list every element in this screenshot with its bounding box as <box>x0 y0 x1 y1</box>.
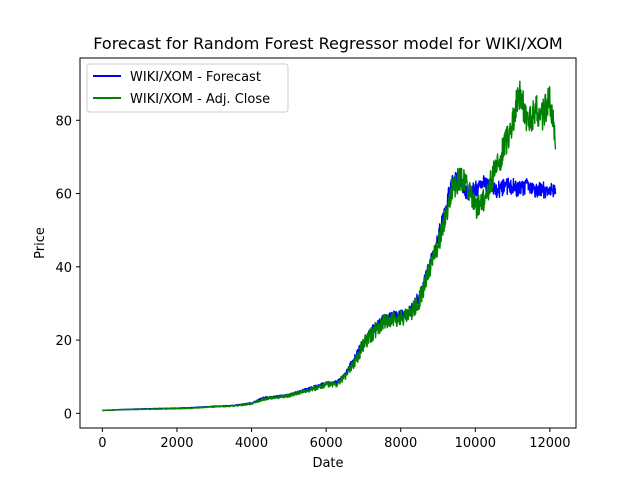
y-axis-label: Price <box>33 227 48 259</box>
x-tick-label: 4000 <box>235 436 268 451</box>
plot-area <box>101 80 557 412</box>
x-tick-label: 8000 <box>384 436 417 451</box>
y-axis: 0 20 40 60 80 <box>55 114 80 422</box>
x-tick-label: 10000 <box>455 436 496 451</box>
legend-label-forecast: WIKI/XOM - Forecast <box>130 70 261 85</box>
y-tick-label: 20 <box>55 334 72 349</box>
plot-frame <box>79 57 577 429</box>
x-axis: 0 2000 4000 6000 8000 10000 12000 <box>98 428 571 451</box>
legend-label-adj-close: WIKI/XOM - Adj. Close <box>130 92 270 107</box>
x-tick-label: 0 <box>98 436 106 451</box>
y-tick-label: 0 <box>64 407 72 422</box>
y-tick-label: 80 <box>55 114 72 129</box>
y-tick-label: 40 <box>55 261 72 276</box>
x-tick-label: 2000 <box>160 436 193 451</box>
legend-box <box>86 63 289 113</box>
chart-title: Forecast for Random Forest Regressor mod… <box>93 34 562 53</box>
series-line-adj-close <box>101 80 557 412</box>
x-axis-label: Date <box>312 456 343 471</box>
x-tick-label: 12000 <box>529 436 570 451</box>
x-tick-label: 6000 <box>310 436 343 451</box>
y-tick-label: 60 <box>55 188 72 203</box>
legend: WIKI/XOM - Forecast WIKI/XOM - Adj. Clos… <box>86 63 289 113</box>
